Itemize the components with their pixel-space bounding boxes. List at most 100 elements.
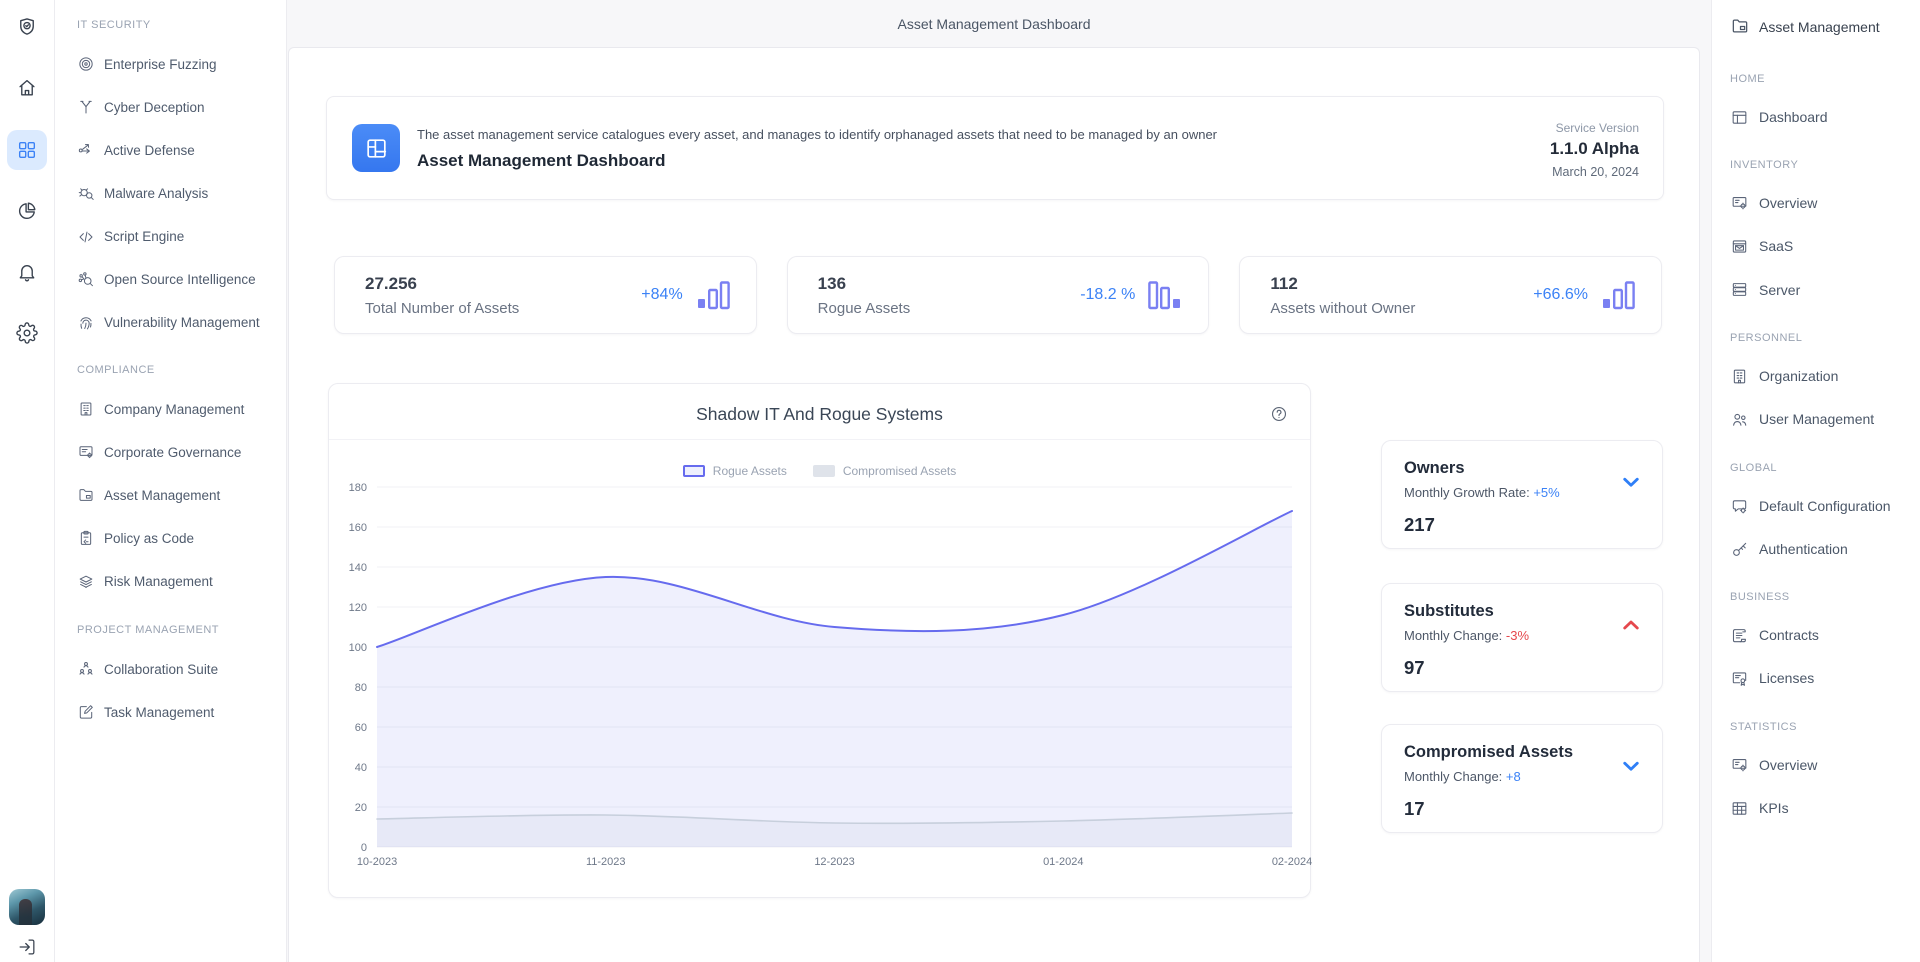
nav-section-title: INVENTORY — [1730, 159, 1799, 171]
nav-item-statistics-kpis[interactable]: KPIs — [1712, 793, 1920, 823]
sidebar-item-label: Open Source Intelligence — [104, 272, 256, 288]
sidebar-item-label: Script Engine — [104, 229, 185, 245]
chevron-down-icon — [1623, 761, 1639, 771]
stat-card-assets-without-owner: 112 Assets without Owner +66.6% — [1239, 256, 1663, 334]
nav-item-business-contracts[interactable]: Contracts — [1712, 620, 1920, 650]
rail-grid[interactable] — [7, 130, 47, 170]
summary-card-substitutes[interactable]: Substitutes Monthly Change: -3% 97 — [1381, 583, 1663, 692]
sidebar-item-risk-management[interactable]: Risk Management — [55, 567, 286, 597]
svg-text:20: 20 — [355, 802, 367, 814]
legend-rogue-assets[interactable]: Rogue Assets — [682, 464, 787, 478]
gear-icon — [16, 322, 38, 344]
right-sidebar: Asset Management HOME Dashboard INVENTORY O… — [1711, 0, 1920, 962]
stat-text: 136 Rogue Assets — [818, 274, 911, 317]
sidebar-item-label: Policy as Code — [104, 530, 195, 546]
sidebar-item-active-defense[interactable]: Active Defense — [55, 135, 286, 165]
key-icon — [1733, 542, 1747, 556]
summary-card-owners[interactable]: Owners Monthly Growth Rate: +5% 217 — [1381, 440, 1663, 549]
svg-text:12-2023: 12-2023 — [814, 856, 854, 868]
sidebar-item-open-source-intelligence[interactable]: Open Source Intelligence — [55, 265, 286, 295]
sidebar-item-task-management[interactable]: Task Management — [55, 697, 286, 727]
chevron-down-button[interactable] — [1618, 469, 1644, 495]
sidebar-item-company-management[interactable]: Company Management — [55, 394, 286, 424]
summary-card-compromised-assets[interactable]: Compromised Assets Monthly Change: +8 17 — [1381, 724, 1663, 833]
monitor-gear-icon — [1732, 758, 1747, 771]
stat-label: Assets without Owner — [1270, 299, 1416, 317]
sidebar-item-script-engine[interactable]: Script Engine — [55, 222, 286, 252]
nav-item-personnel-organization[interactable]: Organization — [1712, 361, 1920, 391]
svg-text:60: 60 — [355, 722, 367, 734]
nav-item-global-authentication[interactable]: Authentication — [1712, 534, 1920, 564]
stat-change: -18.2 % — [1080, 286, 1136, 303]
bars-up-icon — [1603, 281, 1635, 310]
sidebar-item-label: Vulnerability Management — [104, 315, 260, 331]
sidebar-section-title: PROJECT MANAGEMENT — [77, 624, 220, 636]
service-version-value: 1.1.0 Alpha — [1549, 139, 1639, 158]
service-version-label: Service Version — [1555, 121, 1639, 135]
stat-trend: +66.6% — [1533, 280, 1635, 310]
help-icon[interactable] — [1270, 405, 1288, 423]
nav-section-title: GLOBAL — [1730, 462, 1778, 474]
nav-item-home-dashboard[interactable]: Dashboard — [1712, 102, 1920, 132]
nav-item-label: Default Configuration — [1759, 498, 1891, 514]
stat-value: 27.256 — [365, 273, 417, 293]
rail-bell[interactable] — [7, 252, 47, 292]
branch-icon — [80, 101, 92, 114]
right-sidebar-header[interactable]: Asset Management — [1730, 14, 1880, 40]
nav-section-title: HOME — [1730, 73, 1765, 85]
chart-title: Shadow IT And Rogue Systems — [696, 404, 943, 424]
service-version-date: March 20, 2024 — [1552, 165, 1639, 179]
nav-item-business-licenses[interactable]: Licenses — [1712, 663, 1920, 693]
page-title: Asset Management Dashboard — [897, 15, 1091, 32]
summary-meta: Monthly Change: +8 — [1404, 769, 1521, 784]
sidebar-item-malware-analysis[interactable]: Malware Analysis — [55, 178, 286, 208]
stat-trend: -18.2 % — [1080, 280, 1182, 310]
stat-change: +84% — [641, 286, 683, 303]
left-sidebar: IT SECURITY Enterprise Fuzzing Cyber Decep… — [55, 0, 287, 962]
clipboard-icon — [80, 531, 92, 546]
org-chart-icon — [79, 662, 93, 675]
chevron-up-button[interactable] — [1618, 612, 1644, 638]
legend-compromised-assets[interactable]: Compromised Assets — [812, 464, 956, 478]
sidebar-item-label: Active Defense — [104, 142, 195, 158]
chart-canvas: 0 20 40 60 80 100 120 140 160 180 10-2023 11-2023 12… — [349, 482, 1313, 868]
app-tile-icon — [352, 124, 400, 172]
nav-item-personnel-user-management[interactable]: User Management — [1712, 404, 1920, 434]
sidebar-item-collaboration-suite[interactable]: Collaboration Suite — [55, 654, 286, 684]
bars-up-icon — [697, 281, 730, 310]
svg-text:140: 140 — [349, 562, 367, 574]
rail-gear[interactable] — [7, 313, 47, 353]
layers-icon — [79, 575, 93, 588]
sidebar-item-asset-management[interactable]: Asset Management — [55, 480, 286, 510]
summary-meta-value: +8 — [1505, 769, 1521, 784]
rail-shield-logo[interactable] — [7, 7, 47, 47]
sidebar-item-corporate-governance[interactable]: Corporate Governance — [55, 437, 286, 467]
nav-item-label: User Management — [1759, 411, 1875, 428]
summary-value: 17 — [1404, 798, 1425, 819]
avatar[interactable] — [9, 889, 45, 925]
nav-item-global-default-configuration[interactable]: Default Configuration — [1712, 491, 1920, 521]
sidebar-item-enterprise-fuzzing[interactable]: Enterprise Fuzzing — [55, 49, 286, 79]
nav-item-inventory-saas[interactable]: SaaS — [1712, 231, 1920, 261]
sidebar-item-vulnerability-management[interactable]: Vulnerability Management — [55, 308, 286, 338]
code-icon — [79, 231, 93, 242]
svg-text:100: 100 — [349, 642, 367, 654]
nav-item-statistics-overview[interactable]: Overview — [1712, 750, 1920, 780]
sidebar-item-label: Asset Management — [104, 487, 221, 503]
rail-pie-chart[interactable] — [7, 191, 47, 231]
home-icon — [19, 79, 35, 96]
logout-button[interactable] — [7, 927, 47, 962]
banner-description: The asset management service catalogues … — [417, 127, 1218, 142]
users-icon — [1733, 413, 1747, 426]
nav-item-inventory-overview[interactable]: Overview — [1712, 188, 1920, 218]
chart-legend: Rogue Assets Compromised Assets — [329, 464, 1310, 478]
stat-text: 112 Assets without Owner — [1270, 274, 1415, 317]
chevron-down-button[interactable] — [1618, 753, 1644, 779]
sidebar-item-policy-as-code[interactable]: Policy as Code — [55, 523, 286, 553]
summary-title: Substitutes — [1404, 602, 1494, 620]
question-icon — [1271, 406, 1287, 422]
sidebar-item-label: Task Management — [104, 704, 215, 720]
sidebar-item-cyber-deception[interactable]: Cyber Deception — [55, 92, 286, 122]
nav-item-inventory-server[interactable]: Server — [1712, 275, 1920, 305]
rail-home[interactable] — [7, 68, 47, 108]
